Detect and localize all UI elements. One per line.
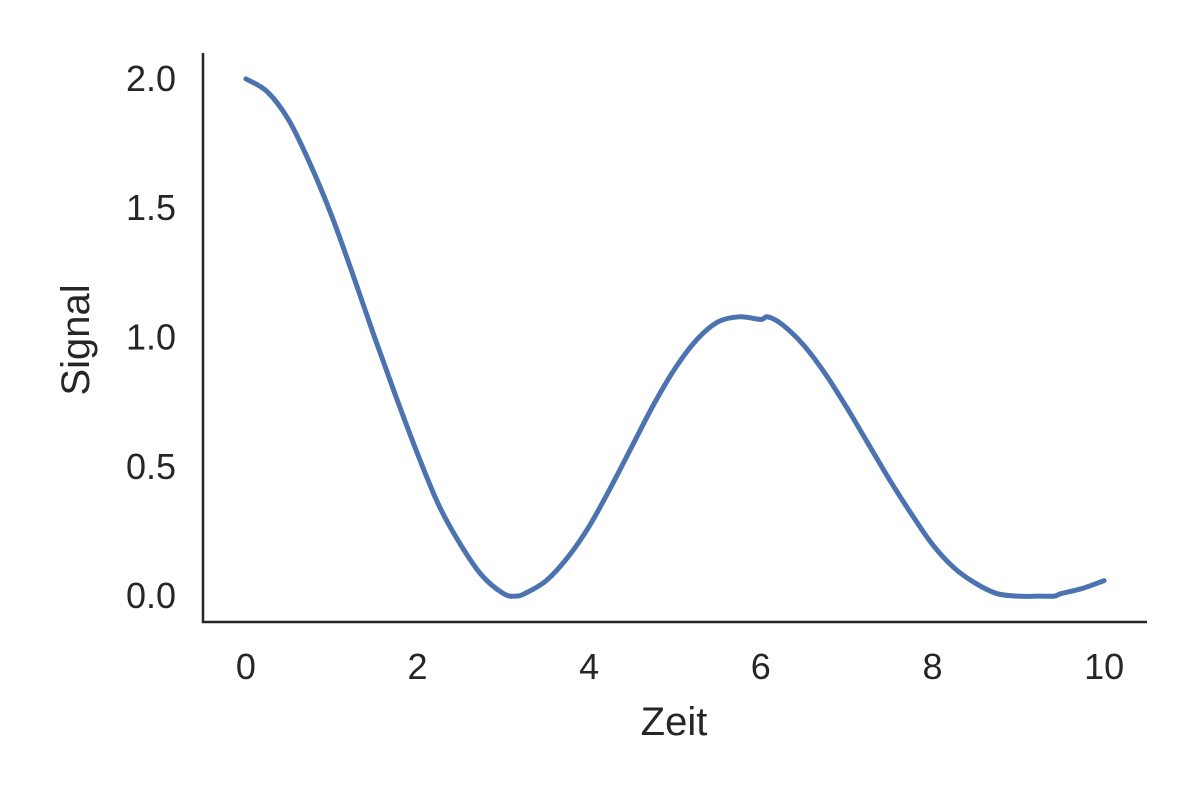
ticks-layer: 0 2 4 6 8 10 0.0 0.5 1.0 1.5 2.0	[126, 58, 1124, 687]
y-axis-label: Signal	[54, 284, 98, 395]
y-tick-label: 0.5	[126, 446, 176, 487]
x-tick-label: 2	[408, 646, 428, 687]
y-tick-label: 0.0	[126, 575, 176, 616]
series-layer	[243, 76, 1107, 599]
x-axis-label: Zeit	[641, 700, 708, 744]
x-tick-label: 10	[1084, 646, 1124, 687]
y-tick-label: 1.0	[126, 317, 176, 358]
y-tick-label: 1.5	[126, 187, 176, 228]
x-tick-label: 8	[922, 646, 942, 687]
series-line	[243, 76, 1107, 599]
x-tick-label: 0	[236, 646, 256, 687]
axis-spines	[201, 53, 1147, 624]
x-tick-label: 4	[579, 646, 599, 687]
y-tick-label: 2.0	[126, 58, 176, 99]
x-tick-label: 6	[751, 646, 771, 687]
